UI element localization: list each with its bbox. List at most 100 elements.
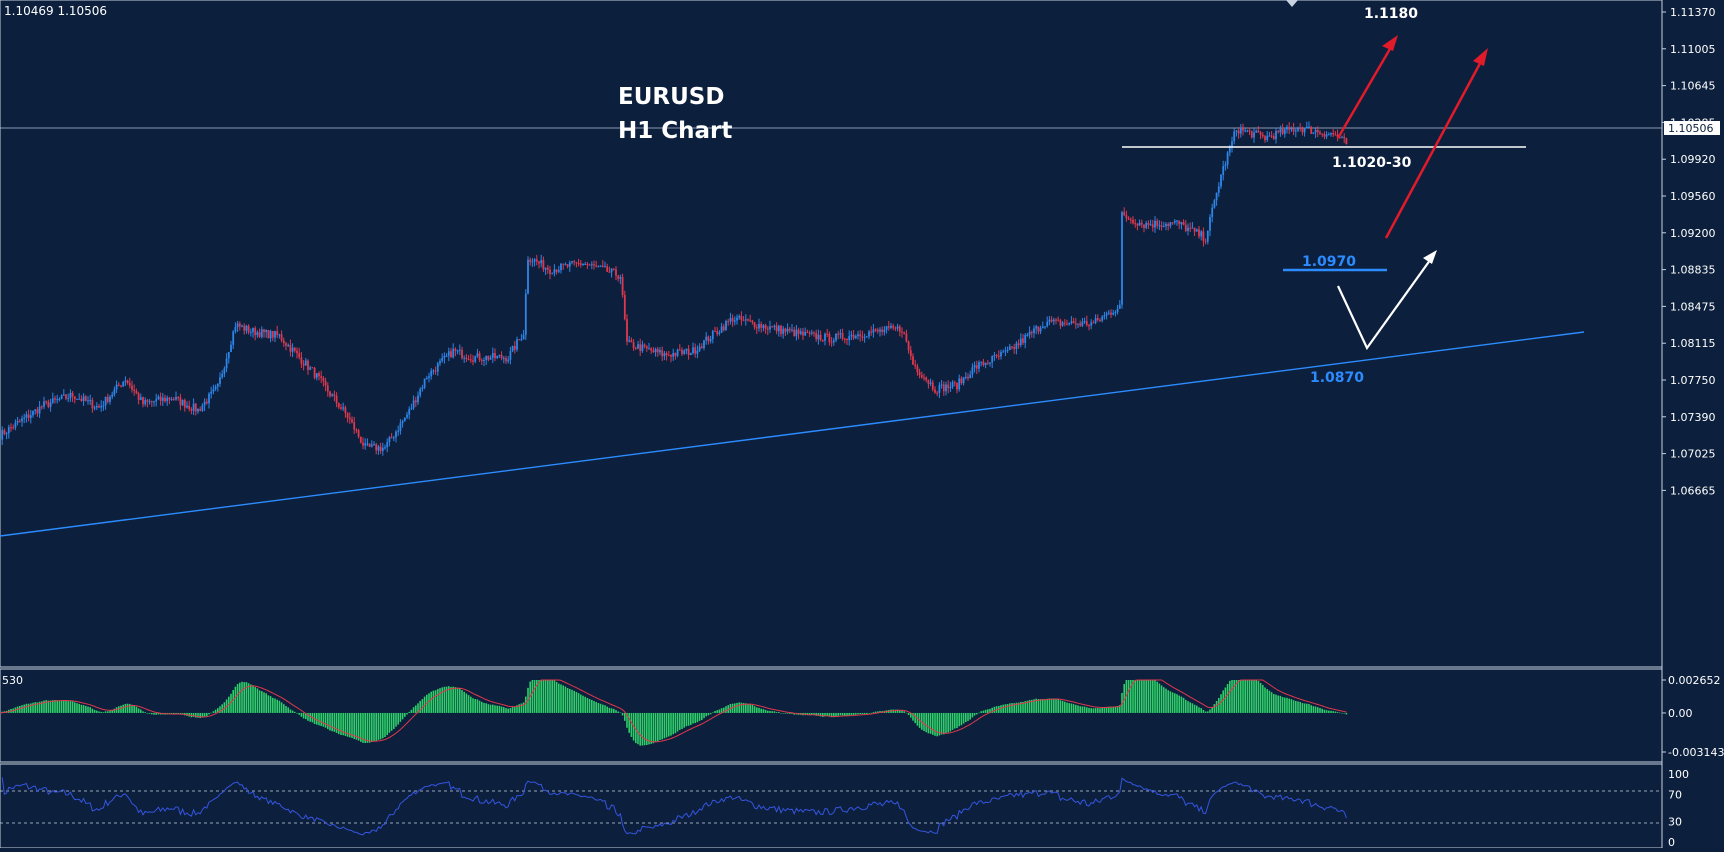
macd-bar xyxy=(965,712,967,723)
bear-candle xyxy=(901,331,903,333)
bull-candle xyxy=(718,332,721,334)
bull-candle xyxy=(181,399,184,406)
macd-bar xyxy=(483,702,485,713)
bull-candle xyxy=(1211,207,1214,217)
bear-candle xyxy=(918,372,921,376)
bear-candle xyxy=(914,364,917,367)
macd-bar xyxy=(1020,701,1022,713)
macd-bar xyxy=(261,691,263,713)
bear-candle xyxy=(936,392,939,394)
price-panel-frame xyxy=(0,0,1663,668)
macd-bar xyxy=(784,712,787,714)
macd-bar xyxy=(1039,699,1042,713)
macd-bar xyxy=(470,696,472,713)
bear-candle xyxy=(362,442,364,446)
macd-bar xyxy=(571,689,573,713)
bear-candle xyxy=(634,348,637,350)
bear-candle xyxy=(172,399,175,401)
macd-bar xyxy=(1215,700,1218,713)
macd-bar xyxy=(465,693,468,713)
bear-candle xyxy=(549,269,551,274)
bear-candle xyxy=(329,391,331,396)
bull-candle xyxy=(863,337,866,339)
macd-bar xyxy=(947,712,949,733)
frame xyxy=(0,0,1663,849)
macd-bar xyxy=(1314,706,1317,713)
macd-bar xyxy=(1325,710,1328,713)
bull-candle xyxy=(234,327,237,332)
bull-candle xyxy=(1220,174,1222,187)
bear-candle xyxy=(40,406,43,408)
macd-bar xyxy=(648,712,650,745)
macd-bar xyxy=(1174,693,1176,713)
macd-bar xyxy=(1077,705,1079,713)
price-tick-label: 1.07025 xyxy=(1670,448,1716,461)
macd-bar xyxy=(52,700,54,713)
macd-bar xyxy=(976,712,978,715)
bull-candle xyxy=(857,334,859,337)
macd-bar xyxy=(1290,699,1293,713)
bear-candle xyxy=(478,353,481,361)
bear-candle xyxy=(626,319,628,342)
bull-candle xyxy=(236,323,239,328)
macd-bar xyxy=(494,705,496,713)
bull-candle xyxy=(111,394,114,397)
macd-bar xyxy=(69,701,72,713)
macd-bar xyxy=(300,712,303,717)
macd-bar xyxy=(342,712,344,736)
macd-bar xyxy=(808,712,811,716)
bull-candle xyxy=(1149,224,1152,226)
bear-candle xyxy=(494,353,496,359)
macd-bar xyxy=(1017,702,1020,713)
chart-shift-marker[interactable] xyxy=(1286,0,1298,7)
macd-bar xyxy=(58,700,61,713)
bear-candle xyxy=(843,338,846,340)
bear-candle xyxy=(168,397,171,400)
bull-candle xyxy=(1231,141,1233,148)
macd-bar xyxy=(49,700,52,713)
bull-candle xyxy=(676,349,679,356)
macd-bar xyxy=(910,712,912,718)
macd-bar xyxy=(943,712,945,735)
bull-candle xyxy=(417,395,419,403)
macd-bar xyxy=(639,712,641,746)
bull-candle xyxy=(82,396,85,402)
macd-bar xyxy=(27,703,30,713)
macd-bar xyxy=(1207,711,1209,713)
bear-candle xyxy=(289,344,292,352)
bear-candle xyxy=(344,407,347,414)
bear-candle xyxy=(1288,127,1291,130)
bull-candle xyxy=(969,374,972,379)
bear-candle xyxy=(846,339,848,341)
red-arrow-1 xyxy=(1336,41,1396,139)
bear-candle xyxy=(788,328,791,331)
macd-bar xyxy=(1240,680,1242,713)
bull-candle xyxy=(1303,128,1306,133)
macd-bar xyxy=(1068,703,1070,713)
bear-candle xyxy=(65,394,67,399)
ascending-trendline[interactable] xyxy=(0,331,1585,537)
bear-candle xyxy=(346,413,349,418)
bull-candle xyxy=(419,389,422,396)
bear-candle xyxy=(538,261,540,264)
bull-candle xyxy=(69,392,72,399)
macd-bar xyxy=(478,700,481,713)
macd-bar xyxy=(949,712,952,732)
bull-candle xyxy=(1112,312,1115,315)
rsi-tick-label: 70 xyxy=(1668,788,1682,801)
macd-bar xyxy=(683,712,685,728)
macd-bar xyxy=(672,712,674,735)
bear-candle xyxy=(337,403,340,408)
bear-candle xyxy=(997,355,1000,357)
macd-bar xyxy=(278,700,281,713)
macd-bar xyxy=(1273,693,1275,713)
macd-bar xyxy=(318,712,320,726)
bear-candle xyxy=(601,265,604,267)
macd-bar xyxy=(971,712,974,718)
bear-candle xyxy=(285,343,287,346)
bull-candle xyxy=(1173,220,1176,223)
bull-candle xyxy=(100,405,103,408)
bear-candle xyxy=(617,275,620,279)
macd-bar xyxy=(577,693,580,713)
